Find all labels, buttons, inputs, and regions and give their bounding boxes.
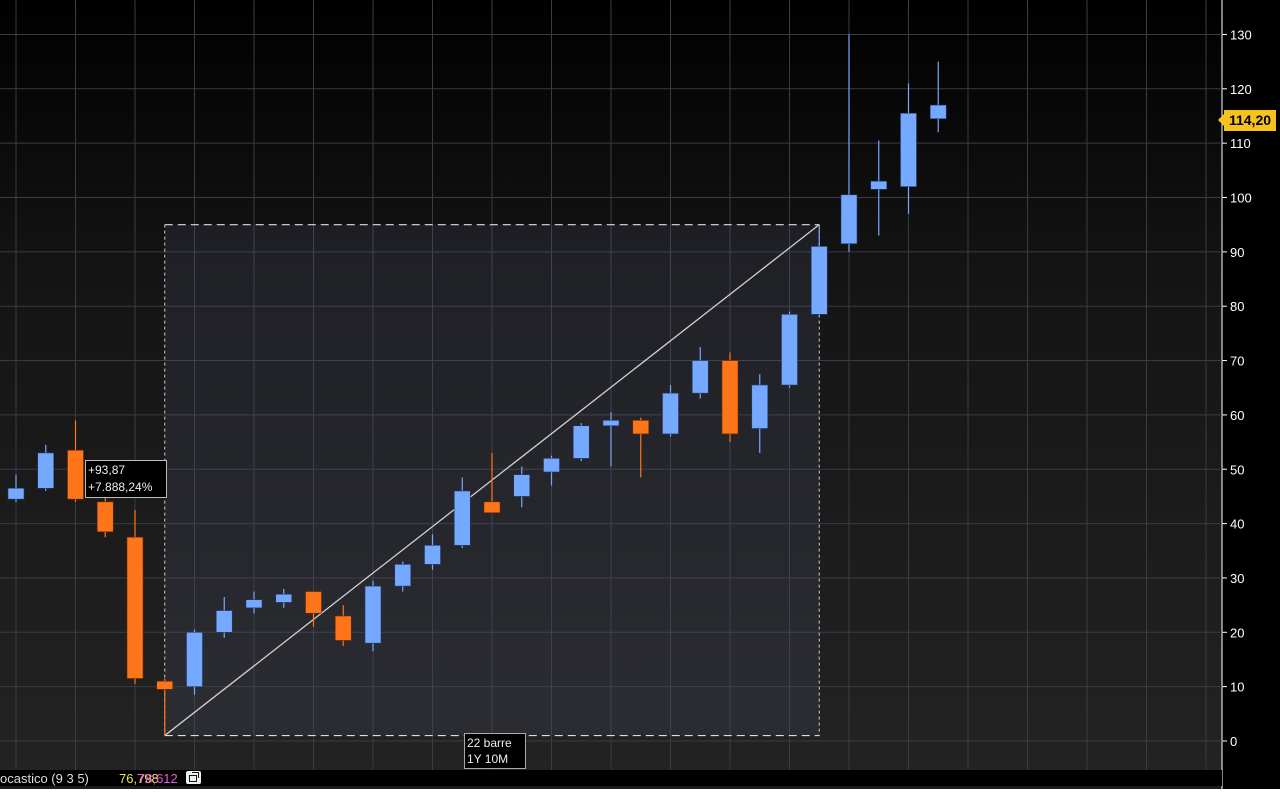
candle-body: [364, 585, 382, 644]
y-tick-label: 100: [1230, 191, 1252, 206]
candle-body: [156, 680, 174, 690]
candle-body: [721, 360, 739, 435]
candle-body: [275, 593, 293, 603]
candle-body: [37, 452, 55, 489]
indicator-name: ocastico (9 3 5): [0, 771, 89, 786]
candle-body: [662, 392, 679, 435]
candle-body: [126, 536, 144, 679]
candle-body: [543, 458, 560, 473]
candle-body: [483, 501, 501, 514]
y-tick-label: 110: [1230, 136, 1251, 151]
y-tick-label: 60: [1230, 408, 1244, 423]
candle-body: [424, 545, 441, 565]
candle-body: [96, 501, 114, 533]
indicator-value-1: 76,798: [119, 771, 159, 786]
y-tick-label: 0: [1230, 734, 1237, 749]
candle-body: [572, 425, 590, 459]
candle-body: [900, 112, 917, 187]
candle-body: [215, 610, 233, 633]
measurement-duration: 1Y 10M: [467, 752, 509, 766]
candle-body: [602, 420, 620, 427]
candle-body: [929, 104, 947, 119]
measurement-change: +93,87: [88, 463, 126, 477]
indicator-value-2: 78,612: [138, 771, 178, 786]
price-axis-background: [1222, 0, 1280, 789]
candle-body: [513, 474, 531, 497]
y-tick-label: 80: [1230, 299, 1244, 314]
y-tick-label: 20: [1230, 625, 1244, 640]
candle-body: [67, 449, 84, 500]
y-tick-label: 50: [1230, 462, 1244, 477]
candle-body: [394, 564, 412, 587]
candle-body: [840, 194, 858, 244]
candle-body: [810, 246, 828, 315]
y-tick-label: 40: [1230, 517, 1244, 532]
candle-body: [632, 420, 650, 435]
measurement-bars-label: 22 barre 1Y 10M: [464, 733, 526, 769]
x-axis-strip: [0, 789, 1280, 805]
y-tick-label: 130: [1230, 27, 1252, 42]
measurement-change-pct: +7.888,24%: [88, 480, 153, 494]
last-price-label: 114,20: [1218, 110, 1276, 131]
candle-body: [870, 180, 888, 190]
y-tick-label: 90: [1230, 245, 1244, 260]
candle-body: [334, 615, 352, 641]
y-tick-label: 10: [1230, 680, 1244, 695]
y-axis: 0 10 20 30 40 50 60 70 80 90 100 110 120 130: [1222, 27, 1252, 749]
candle-body: [305, 591, 322, 614]
measurement-change-label: +93,87 +7.888,24%: [85, 460, 167, 498]
candle-body: [691, 360, 709, 394]
y-tick-label: 120: [1230, 82, 1252, 97]
measurement-bars: 22 barre: [467, 736, 512, 750]
restore-window-icon[interactable]: [186, 771, 201, 784]
candle-body: [7, 487, 25, 500]
candle-body: [453, 490, 471, 546]
candle-body: [245, 599, 263, 609]
candles-layer: [7, 34, 947, 736]
candle-body: [186, 631, 203, 687]
indicator-strip: [0, 770, 1222, 786]
candle-body: [751, 384, 769, 429]
y-tick-label: 70: [1230, 354, 1244, 369]
y-tick-label: 30: [1230, 571, 1244, 586]
candle-body: [781, 314, 798, 386]
